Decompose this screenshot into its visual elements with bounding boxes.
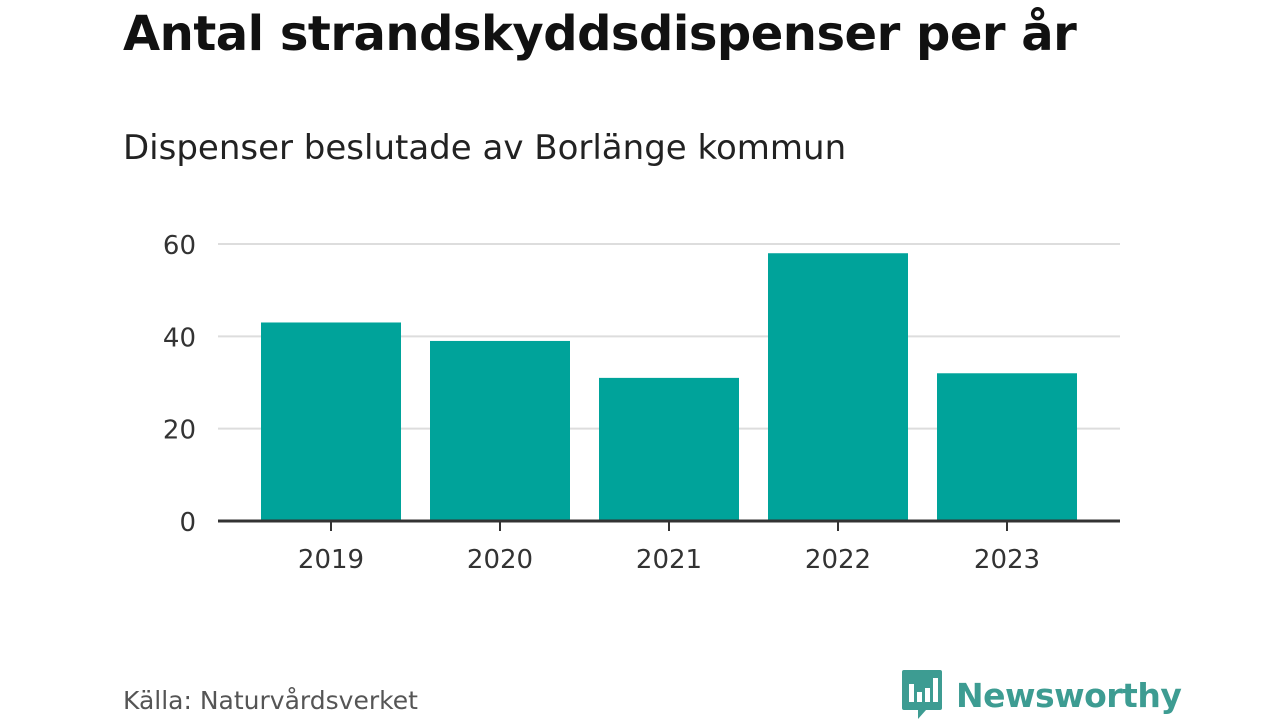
bar-2019 <box>261 322 401 521</box>
y-tick-label: 40 <box>163 323 196 353</box>
chart-subtitle: Dispenser beslutade av Borlänge kommun <box>123 128 847 168</box>
x-tick-label: 2021 <box>636 545 702 575</box>
bars <box>261 253 1077 521</box>
bar-2023 <box>937 373 1077 521</box>
axes: 0 20 40 60 2019 2020 2021 2022 2023 <box>163 231 1120 575</box>
source-note: Källa: Naturvårdsverket <box>123 686 418 715</box>
bar-2022 <box>768 253 908 521</box>
x-tick-label: 2023 <box>974 545 1040 575</box>
brand-name: Newsworthy <box>956 675 1182 715</box>
bar-2021 <box>599 377 739 521</box>
brand-logo: Newsworthy <box>902 670 1182 720</box>
x-tick-label: 2019 <box>298 545 364 575</box>
x-tick-label: 2022 <box>805 545 871 575</box>
chart-title: Antal strandskyddsdispenser per år <box>123 6 1077 62</box>
y-tick-label: 60 <box>163 231 196 261</box>
newsworthy-logo-icon <box>902 670 942 719</box>
bar-2020 <box>430 340 570 521</box>
x-tick-label: 2020 <box>467 545 533 575</box>
y-tick-label: 20 <box>163 416 196 446</box>
y-tick-label: 0 <box>179 508 196 538</box>
